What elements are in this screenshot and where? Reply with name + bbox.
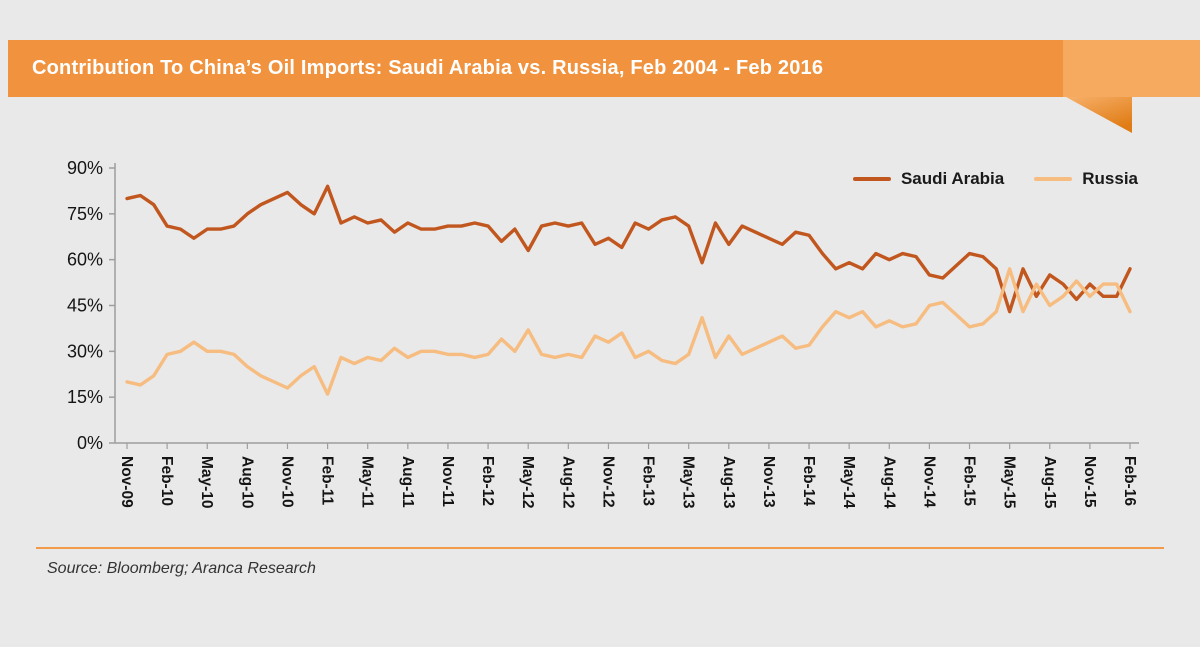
ribbon-fold-triangle <box>1066 97 1132 133</box>
page-title: Contribution To China’s Oil Imports: Sau… <box>32 57 824 79</box>
x-tick-label: Aug-11 <box>399 456 416 508</box>
x-tick-label: May-11 <box>359 456 376 508</box>
x-tick-label: May-13 <box>680 456 697 509</box>
x-tick-label: Nov-12 <box>599 456 616 508</box>
title-banner: Contribution To China’s Oil Imports: Sau… <box>8 40 1132 97</box>
x-tick-label: Aug-13 <box>720 456 737 509</box>
y-tick-label: 75% <box>67 204 103 224</box>
x-tick-label: Nov-09 <box>118 456 135 508</box>
x-tick-label: Nov-14 <box>920 456 937 508</box>
banner-ribbon-fold-icon <box>1066 97 1132 133</box>
x-tick-label: Nov-13 <box>760 456 777 508</box>
x-tick-label: Aug-15 <box>1041 456 1058 509</box>
x-tick-label: May-12 <box>519 456 536 509</box>
x-tick-label: Feb-16 <box>1121 456 1138 506</box>
y-tick-label: 45% <box>67 296 103 316</box>
x-tick-label: Feb-13 <box>640 456 657 506</box>
y-tick-label: 15% <box>67 387 103 407</box>
legend-label-russia: Russia <box>1082 169 1138 188</box>
x-tick-label: Nov-11 <box>439 456 456 507</box>
saudi-arabia-line-swatch-icon <box>852 177 891 181</box>
x-tick-label: Aug-14 <box>880 456 897 509</box>
x-tick-label: Feb-11 <box>319 456 336 505</box>
x-tick-label: Feb-15 <box>961 456 978 506</box>
y-tick-label: 60% <box>67 250 103 270</box>
source-text: Source: Bloomberg; Aranca Research <box>47 560 316 577</box>
y-tick-label: 0% <box>77 433 103 453</box>
x-tick-label: May-15 <box>1001 456 1018 509</box>
x-tick-label: Nov-10 <box>278 456 295 508</box>
x-tick-label: Aug-12 <box>559 456 576 509</box>
x-tick-label: May-14 <box>840 456 857 509</box>
footer-divider <box>36 547 1164 549</box>
y-tick-label: 30% <box>67 341 103 361</box>
banner-ribbon <box>1063 40 1200 97</box>
russia-line-swatch-icon <box>1034 177 1073 181</box>
legend: Saudi Arabia Russia <box>852 169 1138 189</box>
legend-item-russia: Russia <box>1034 169 1138 189</box>
legend-label-saudi-arabia: Saudi Arabia <box>900 169 1005 188</box>
x-tick-label: Feb-14 <box>800 456 817 506</box>
series-line-saudi-arabia <box>125 184 1132 314</box>
x-tick-label: Nov-15 <box>1081 456 1098 508</box>
legend-item-saudi-arabia: Saudi Arabia <box>852 169 1005 189</box>
y-tick-label: 90% <box>67 158 103 178</box>
x-tick-label: Feb-10 <box>158 456 175 506</box>
x-tick-label: Aug-10 <box>238 456 255 509</box>
x-tick-label: May-10 <box>198 456 215 509</box>
x-tick-label: Feb-12 <box>479 456 496 506</box>
series-line-russia <box>125 267 1132 396</box>
